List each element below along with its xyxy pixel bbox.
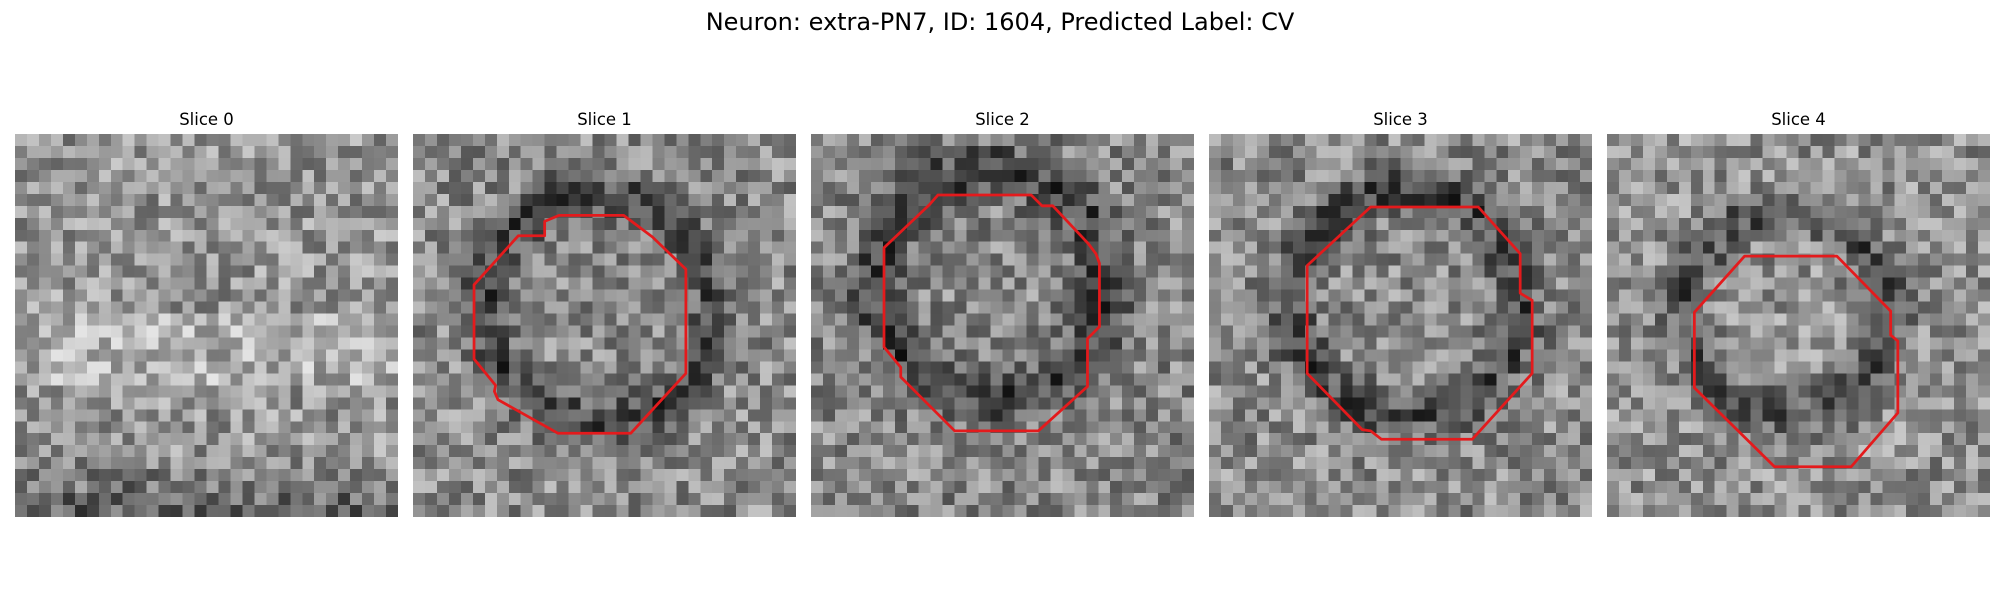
roi-contour-4 (1692, 254, 1900, 469)
slice-panel-2: Slice 2 (811, 110, 1194, 517)
slice-title-1: Slice 1 (577, 110, 632, 129)
slice-panel-1: Slice 1 (413, 110, 796, 517)
roi-contour-1 (472, 214, 688, 435)
slice-image-4 (1607, 134, 1990, 517)
figure-title: Neuron: extra-PN7, ID: 1604, Predicted L… (705, 8, 1295, 36)
slice-title-3: Slice 3 (1373, 110, 1428, 129)
slice-panel-0: Slice 0 (15, 110, 398, 517)
slice-title-0: Slice 0 (179, 110, 234, 129)
slice-panel-4: Slice 4 (1607, 110, 1990, 517)
slice-panel-3: Slice 3 (1209, 110, 1592, 517)
slice-image-0 (15, 134, 398, 517)
slice-title-4: Slice 4 (1771, 110, 1826, 129)
slice-title-2: Slice 2 (975, 110, 1030, 129)
slice-image-3 (1209, 134, 1592, 517)
slice-image-2 (811, 134, 1194, 517)
slice-image-1 (413, 134, 796, 517)
roi-contour-3 (1305, 205, 1534, 441)
roi-contour-2 (882, 193, 1101, 433)
